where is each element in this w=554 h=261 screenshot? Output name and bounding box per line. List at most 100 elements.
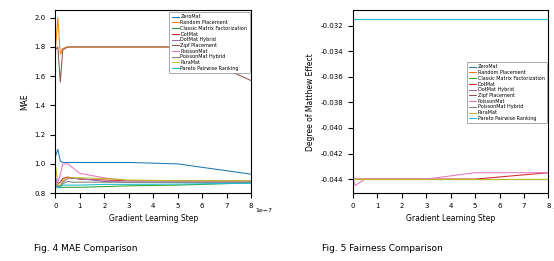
Classic Matrix Factorization xyxy=(175,183,181,187)
PoissonMat Hybrid xyxy=(76,181,83,184)
PoissonMat Hybrid xyxy=(101,181,107,184)
Random Placement xyxy=(423,177,429,181)
PoissonMat xyxy=(57,173,64,176)
Pareto Pairwise Ranking xyxy=(54,186,61,189)
DotMat xyxy=(57,181,64,184)
Text: 1e−7: 1e−7 xyxy=(255,208,272,213)
Pareto Pairwise Ranking xyxy=(52,185,59,188)
ZeroMat xyxy=(69,161,76,164)
Classic Matrix Factorization xyxy=(64,186,71,189)
X-axis label: Gradient Learning Step: Gradient Learning Step xyxy=(109,215,198,223)
Y-axis label: Degree of Matthew Effect: Degree of Matthew Effect xyxy=(306,53,315,151)
PoissonMat xyxy=(59,162,66,165)
Line: Pareto Pairwise Ranking: Pareto Pairwise Ranking xyxy=(55,183,251,188)
DotMat Hybrid xyxy=(54,183,61,187)
PoissonMat xyxy=(472,171,479,174)
Zipf Placement xyxy=(76,45,83,49)
Random Placement xyxy=(76,45,83,49)
ParaMat xyxy=(362,177,368,181)
Zipf Placement xyxy=(248,79,254,82)
ZeroMat xyxy=(350,18,356,21)
PoissonMat Hybrid xyxy=(64,180,71,183)
DotMat xyxy=(248,179,254,182)
PoissonMat Hybrid xyxy=(125,181,132,184)
DotMat xyxy=(54,182,61,185)
Pareto Pairwise Ranking xyxy=(59,183,66,187)
DotMat xyxy=(423,177,429,181)
ParaMat xyxy=(248,179,254,182)
Classic Matrix Factorization xyxy=(54,186,61,189)
DotMat xyxy=(175,179,181,182)
PoissonMat xyxy=(64,162,71,165)
Random Placement xyxy=(52,48,59,51)
ZeroMat xyxy=(125,161,132,164)
PoissonMat xyxy=(350,177,356,181)
PoissonMat Hybrid xyxy=(423,177,429,181)
Random Placement xyxy=(352,177,358,181)
Random Placement xyxy=(101,45,107,49)
Pareto Pairwise Ranking xyxy=(69,183,76,187)
ParaMat xyxy=(374,177,381,181)
PoissonMat Hybrid xyxy=(472,177,479,181)
DotMat xyxy=(101,179,107,182)
Classic Matrix Factorization xyxy=(374,177,381,181)
DotMat Hybrid xyxy=(69,177,76,180)
DotMat xyxy=(352,177,358,181)
PoissonMat Hybrid xyxy=(57,185,64,188)
DotMat Hybrid xyxy=(64,177,71,180)
ZeroMat xyxy=(374,18,381,21)
Line: DotMat: DotMat xyxy=(55,177,251,184)
ParaMat xyxy=(125,179,132,182)
ParaMat xyxy=(350,177,356,181)
Classic Matrix Factorization xyxy=(125,184,132,187)
DotMat xyxy=(69,176,76,179)
Random Placement xyxy=(125,45,132,49)
Random Placement xyxy=(362,177,368,181)
PoissonMat Hybrid xyxy=(350,177,356,181)
Pareto Pairwise Ranking xyxy=(350,18,356,21)
PoissonMat xyxy=(175,179,181,182)
ParaMat xyxy=(57,183,64,187)
Zipf Placement xyxy=(398,177,405,181)
DotMat Hybrid xyxy=(248,181,254,184)
Zipf Placement xyxy=(362,177,368,181)
Pareto Pairwise Ranking xyxy=(398,18,405,21)
Line: Random Placement: Random Placement xyxy=(55,18,251,54)
Classic Matrix Factorization xyxy=(69,186,76,189)
Zipf Placement xyxy=(423,177,429,181)
ParaMat xyxy=(64,176,71,179)
Classic Matrix Factorization xyxy=(545,177,552,181)
Pareto Pairwise Ranking xyxy=(545,18,552,21)
Classic Matrix Factorization xyxy=(76,186,83,189)
ParaMat xyxy=(52,162,59,165)
Classic Matrix Factorization xyxy=(52,183,59,187)
Classic Matrix Factorization xyxy=(362,177,368,181)
ZeroMat xyxy=(472,18,479,21)
Line: Zipf Placement: Zipf Placement xyxy=(55,47,251,82)
PoissonMat Hybrid xyxy=(248,181,254,184)
PoissonMat xyxy=(545,171,552,174)
Zipf Placement xyxy=(59,48,66,51)
DotMat xyxy=(362,177,368,181)
Classic Matrix Factorization xyxy=(59,186,66,189)
DotMat xyxy=(350,177,356,181)
Zipf Placement xyxy=(472,177,479,181)
ZeroMat xyxy=(59,161,66,164)
Zipf Placement xyxy=(54,45,61,49)
PoissonMat Hybrid xyxy=(175,181,181,184)
DotMat Hybrid xyxy=(125,181,132,184)
ZeroMat xyxy=(398,18,405,21)
Random Placement xyxy=(57,53,64,56)
ZeroMat xyxy=(248,173,254,176)
DotMat Hybrid xyxy=(52,175,59,179)
DotMat Hybrid xyxy=(76,177,83,180)
Random Placement xyxy=(398,177,405,181)
DotMat Hybrid xyxy=(175,181,181,184)
DotMat Hybrid xyxy=(374,177,381,181)
Pareto Pairwise Ranking xyxy=(64,183,71,187)
DotMat Hybrid xyxy=(472,177,479,181)
PoissonMat xyxy=(101,176,107,179)
ZeroMat xyxy=(57,159,64,163)
Classic Matrix Factorization xyxy=(472,177,479,181)
Pareto Pairwise Ranking xyxy=(57,185,64,188)
